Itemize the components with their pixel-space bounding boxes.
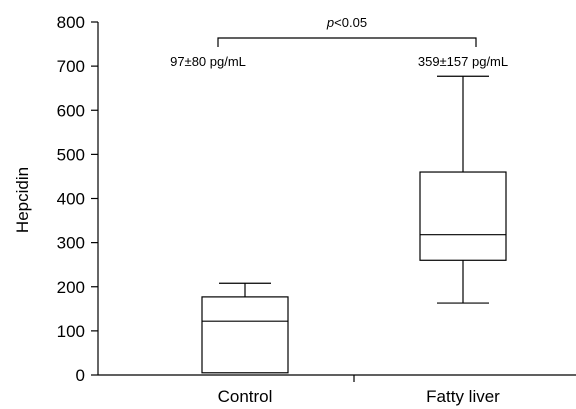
annotations: 97±80 pg/mL 359±157 pg/mL p<0.05 [170,15,508,69]
y-tick-label: 200 [57,278,85,297]
y-tick-label: 400 [57,190,85,209]
box-group [419,75,507,304]
box-annotation: 97±80 pg/mL [170,54,246,69]
y-tick-label: 800 [57,13,85,32]
x-axis: Control Fatty liver [98,374,576,406]
x-category-label: Fatty liver [426,387,500,406]
significance-label: p<0.05 [326,15,367,30]
y-tick-label: 0 [76,366,85,385]
p-symbol: p [326,15,334,30]
y-tick-label: 600 [57,101,85,120]
significance-bracket [217,37,477,47]
box-group [201,282,289,374]
x-category-label: Control [218,387,273,406]
y-tick-label: 300 [57,234,85,253]
box-annotation: 359±157 pg/mL [418,54,508,69]
y-tick-label: 100 [57,322,85,341]
y-axis: 0 100 200 300 400 500 600 700 800 [57,13,99,385]
y-tick-label: 700 [57,57,85,76]
boxes [201,75,507,374]
y-tick-label: 500 [57,145,85,164]
y-axis-title: Hepcidin [13,167,32,233]
p-value: <0.05 [334,15,367,30]
box [419,171,507,261]
box [201,296,289,374]
